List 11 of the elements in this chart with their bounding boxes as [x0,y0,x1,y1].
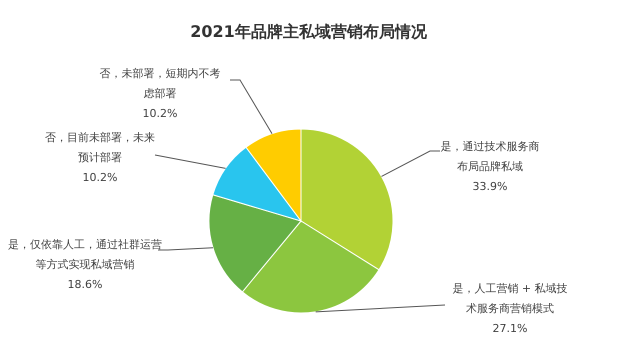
data-label: 10.2% [142,107,178,120]
slice-label: 是，通过技术服务商布局品牌私域 [440,140,540,173]
chart-title: 2021年品牌主私域营销布局情况 [189,22,428,43]
data-label: 27.1% [492,322,528,335]
slice-label: 是，仅依靠人工，通过社群运营等方式实现私域营销 [8,238,162,271]
slice-label: 是，人工营销 + 私域技术服务商营销模式 [452,282,568,315]
slice-label: 否，目前未部署，未来预计部署 [45,131,155,164]
data-label: 18.6% [68,278,102,291]
data-label: 33.9% [472,180,508,193]
data-label: 10.2% [82,171,118,184]
slice-label: 否，未部署，短期内不考虑部署 [100,67,220,100]
